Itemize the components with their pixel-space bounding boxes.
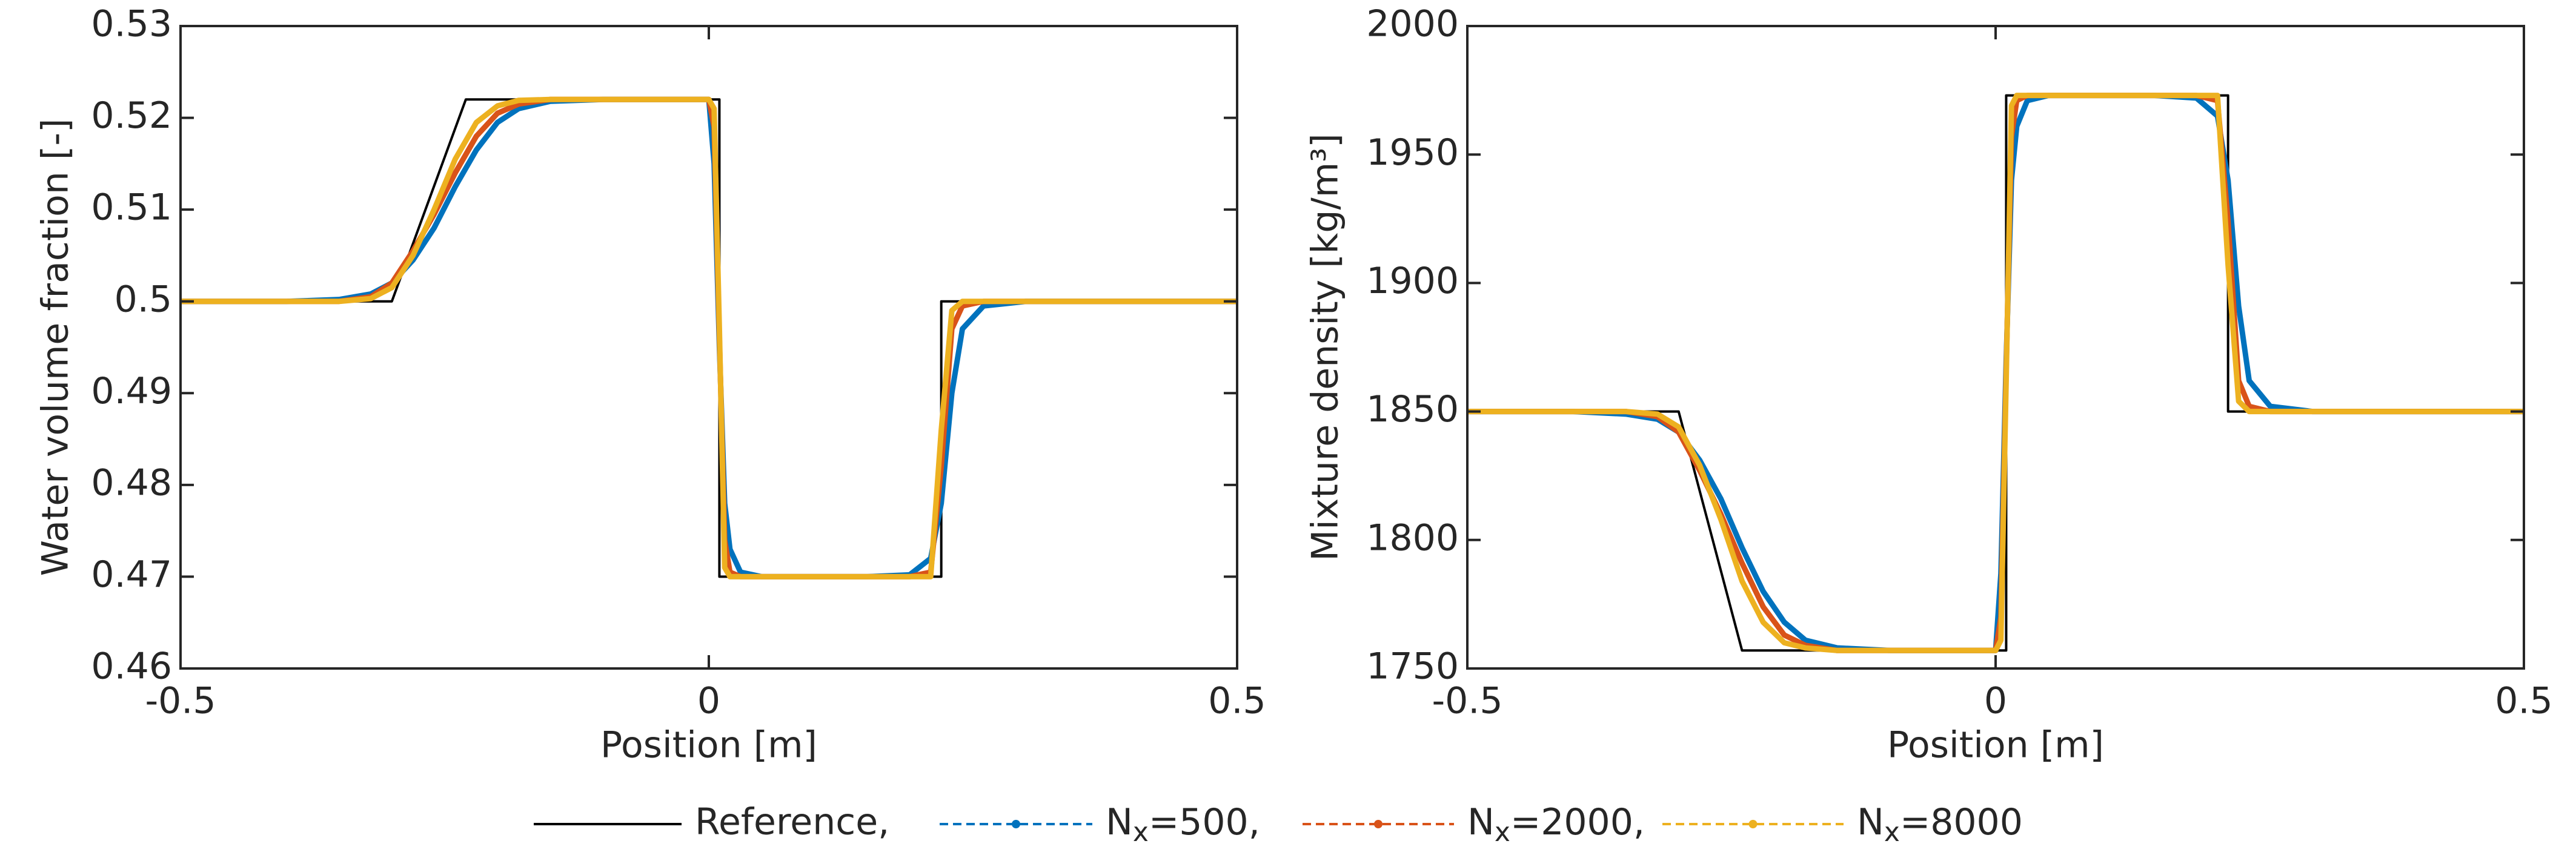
y-tick-label: 0.49 [91,370,172,412]
legend-marker [1012,820,1020,828]
y-tick-label: 0.48 [91,461,172,504]
legend-label: Nx=2000, [1467,801,1645,848]
legend-label: Reference, [695,801,889,843]
plot-frame [1466,25,2525,670]
series-line [181,96,1237,579]
y-tick-label: 1950 [1366,131,1459,174]
y-axis-label: Mixture density [kg/m³] [1304,133,1347,561]
y-tick-label: 0.47 [91,553,172,596]
series-line [1467,93,2524,653]
x-tick-label: -0.5 [145,680,216,722]
x-tick-label: 0.5 [1208,680,1266,722]
y-tick-label: 1750 [1366,645,1459,688]
y-axis-label: Water volume fraction [-] [35,119,77,576]
x-axis-label: Position [m] [600,724,817,767]
reference-line [1467,94,2524,652]
x-axis-label: Position [m] [1887,724,2104,767]
legend-label: Nx=500, [1106,801,1260,848]
legend-marker [1374,820,1383,828]
y-tick-label: 0.5 [115,278,172,320]
y-tick-label: 0.46 [91,645,172,688]
x-tick-label: -0.5 [1432,680,1502,722]
legend-marker [1748,820,1758,828]
y-tick-label: 1850 [1366,388,1459,431]
y-tick-label: 0.53 [91,3,172,45]
y-tick-label: 0.52 [91,94,172,137]
x-tick-label: 0 [697,680,720,722]
series-line [181,96,1237,579]
reference-line [181,98,1237,578]
y-tick-label: 1800 [1366,516,1459,559]
series-line [1467,93,2524,653]
series-line [1467,93,2524,653]
y-tick-label: 0.51 [91,186,172,229]
y-tick-label: 2000 [1366,3,1459,45]
y-tick-label: 1900 [1366,260,1459,302]
x-tick-label: 0.5 [2495,680,2552,722]
series-line [181,96,1237,579]
x-tick-label: 0 [1984,680,2007,722]
legend-label: Nx=8000 [1857,801,2023,848]
